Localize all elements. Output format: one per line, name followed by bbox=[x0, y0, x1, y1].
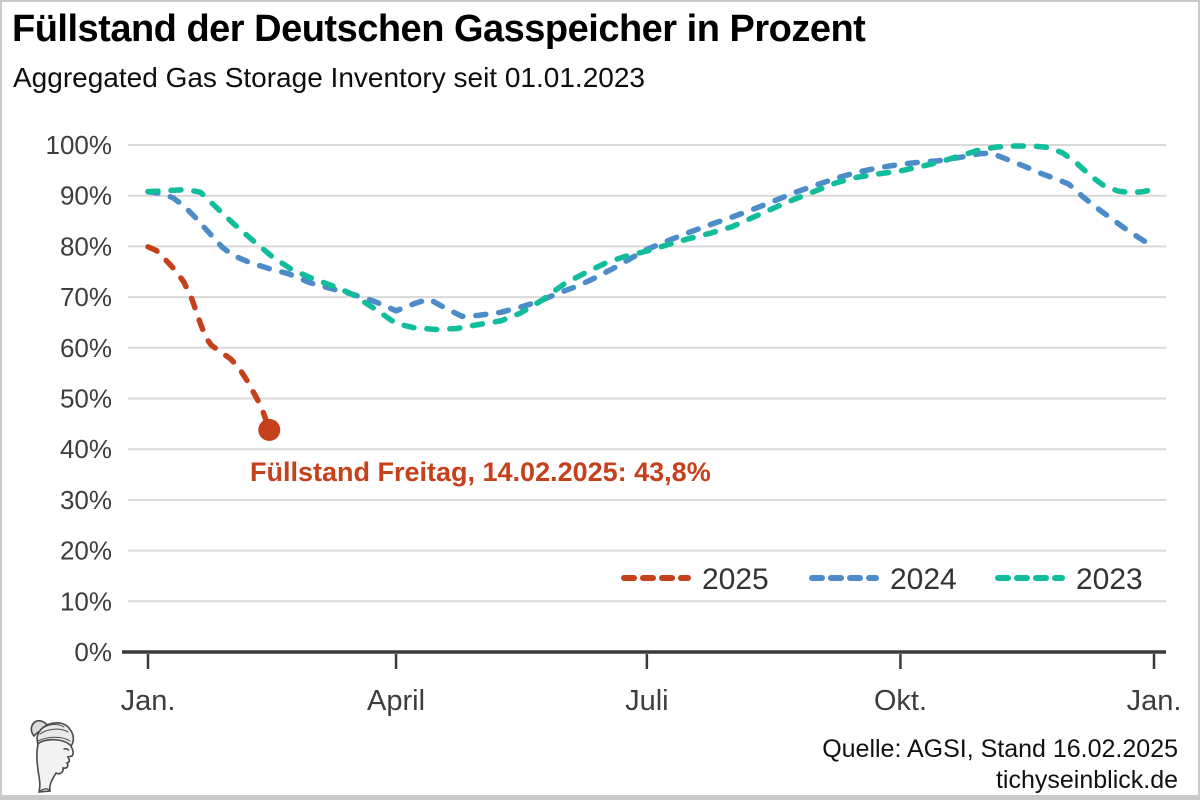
y-tick-label: 40% bbox=[60, 434, 112, 464]
page-subtitle: Aggregated Gas Storage Inventory seit 01… bbox=[13, 62, 645, 93]
x-tick-label: Juli bbox=[625, 685, 669, 717]
y-tick-label: 20% bbox=[60, 536, 112, 566]
source-website: tichyseinblick.de bbox=[995, 766, 1178, 794]
page-title: Füllstand der Deutschen Gasspeicher in P… bbox=[12, 8, 866, 50]
y-tick-label: 50% bbox=[60, 384, 112, 414]
y-tick-label: 100% bbox=[46, 130, 113, 160]
legend-label-2023: 2023 bbox=[1076, 563, 1143, 596]
y-tick-label: 80% bbox=[60, 231, 112, 261]
y-tick-label: 90% bbox=[60, 181, 112, 211]
series-line-2023 bbox=[145, 143, 1154, 333]
x-tick-label: Okt. bbox=[874, 685, 927, 717]
x-tick-label: April bbox=[367, 685, 425, 717]
hermes-head-logo bbox=[24, 714, 82, 799]
y-tick-label: 0% bbox=[74, 637, 112, 667]
x-tick-label: Jan. bbox=[1127, 685, 1182, 717]
y-tick-label: 10% bbox=[60, 586, 112, 616]
y-tick-label: 70% bbox=[60, 282, 112, 312]
series-line-2025 bbox=[145, 244, 273, 433]
legend-label-2025: 2025 bbox=[702, 563, 769, 596]
source-note: Quelle: AGSI, Stand 16.02.2025 tichysein… bbox=[822, 734, 1178, 796]
x-tick-label: Jan. bbox=[121, 685, 176, 717]
annotation-text: Füllstand Freitag, 14.02.2025: 43,8% bbox=[250, 457, 711, 487]
y-tick-label: 30% bbox=[60, 485, 112, 515]
endpoint-marker-2025 bbox=[258, 418, 281, 441]
legend-label-2024: 2024 bbox=[890, 563, 957, 596]
series-line-2024 bbox=[145, 150, 1154, 320]
source-line: Quelle: AGSI, Stand 16.02.2025 bbox=[822, 735, 1178, 763]
y-tick-label: 60% bbox=[60, 333, 112, 363]
